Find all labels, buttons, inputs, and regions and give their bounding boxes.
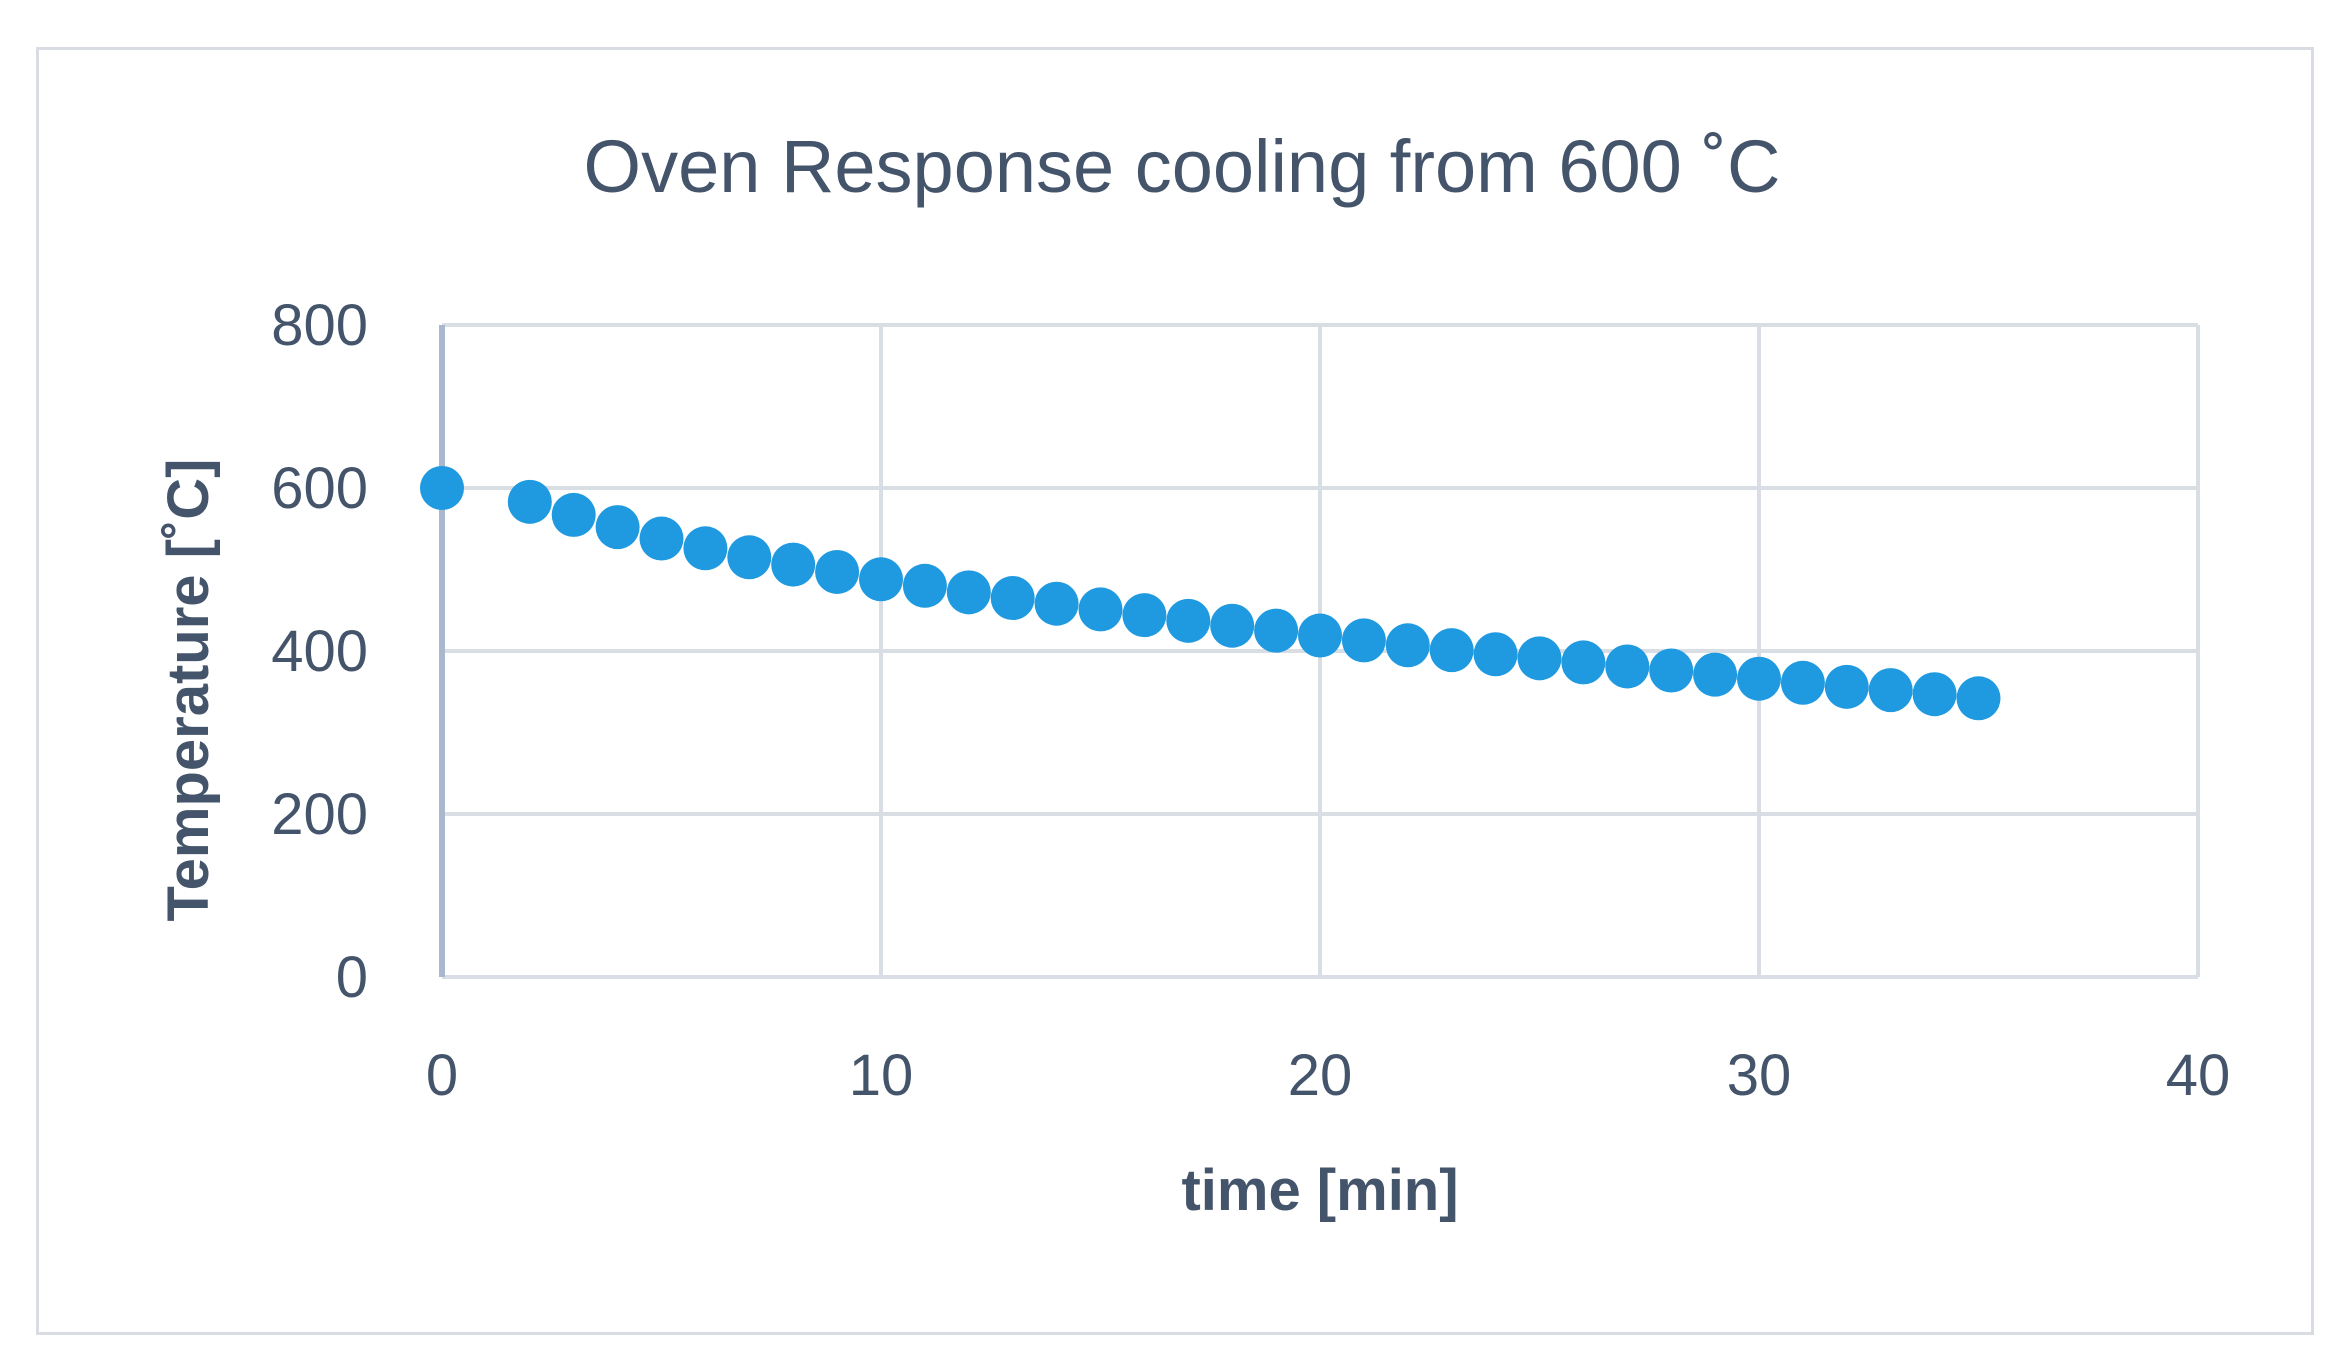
data-point-26 <box>1605 644 1650 689</box>
y-axis-label: Temperature [˚C] <box>156 459 221 922</box>
y-tick-label-0: 0 <box>336 945 368 1010</box>
data-point-21 <box>1385 623 1430 668</box>
data-point-34 <box>1956 676 2001 721</box>
data-point-16 <box>1166 598 1211 643</box>
data-point-9 <box>859 557 903 602</box>
x-tick-label-1: 10 <box>849 1043 914 1108</box>
tick-labels: 0 200 400 600 800 0 10 20 30 40 <box>271 293 2230 1108</box>
x-tick-label-2: 20 <box>1288 1043 1353 1108</box>
x-tick-label-3: 30 <box>1727 1043 1792 1108</box>
data-point-7 <box>771 542 816 587</box>
data-point-3 <box>595 505 640 550</box>
y-tick-label-4: 800 <box>271 293 368 358</box>
data-point-1 <box>507 479 552 524</box>
data-point-2 <box>551 492 596 537</box>
data-point-32 <box>1868 668 1913 713</box>
data-point-28 <box>1693 652 1738 697</box>
data-point-31 <box>1824 664 1869 709</box>
data-point-27 <box>1649 648 1694 693</box>
data-point-13 <box>1034 581 1079 626</box>
data-point-20 <box>1341 618 1386 663</box>
x-tick-label-0: 0 <box>426 1043 458 1108</box>
data-point-12 <box>990 576 1035 621</box>
chart-title: Oven Response cooling from 600 ˚C <box>584 125 1781 208</box>
data-point-15 <box>1122 593 1167 638</box>
data-point-4 <box>639 516 684 561</box>
data-point-18 <box>1254 608 1299 653</box>
data-point-17 <box>1210 603 1255 648</box>
data-point-8 <box>815 549 860 594</box>
x-axis-label: time [min] <box>1181 1158 1458 1223</box>
data-point-24 <box>1517 636 1562 681</box>
data-point-23 <box>1473 632 1518 677</box>
x-tick-label-4: 40 <box>2166 1043 2231 1108</box>
data-point-14 <box>1078 587 1123 632</box>
data-point-10 <box>902 563 947 608</box>
data-point-22 <box>1429 628 1474 673</box>
data-series <box>420 466 2001 721</box>
data-point-19 <box>1298 613 1342 658</box>
data-point-29 <box>1737 656 1781 701</box>
data-point-11 <box>946 570 991 615</box>
data-point-33 <box>1912 672 1957 717</box>
y-tick-label-2: 400 <box>271 619 368 684</box>
data-point-25 <box>1561 640 1606 685</box>
data-point-6 <box>727 535 772 580</box>
y-tick-label-3: 600 <box>271 456 368 521</box>
y-tick-label-1: 200 <box>271 782 368 847</box>
data-point-5 <box>683 526 728 571</box>
gridlines <box>442 323 2200 979</box>
data-point-0 <box>420 466 464 510</box>
data-point-30 <box>1780 660 1825 705</box>
